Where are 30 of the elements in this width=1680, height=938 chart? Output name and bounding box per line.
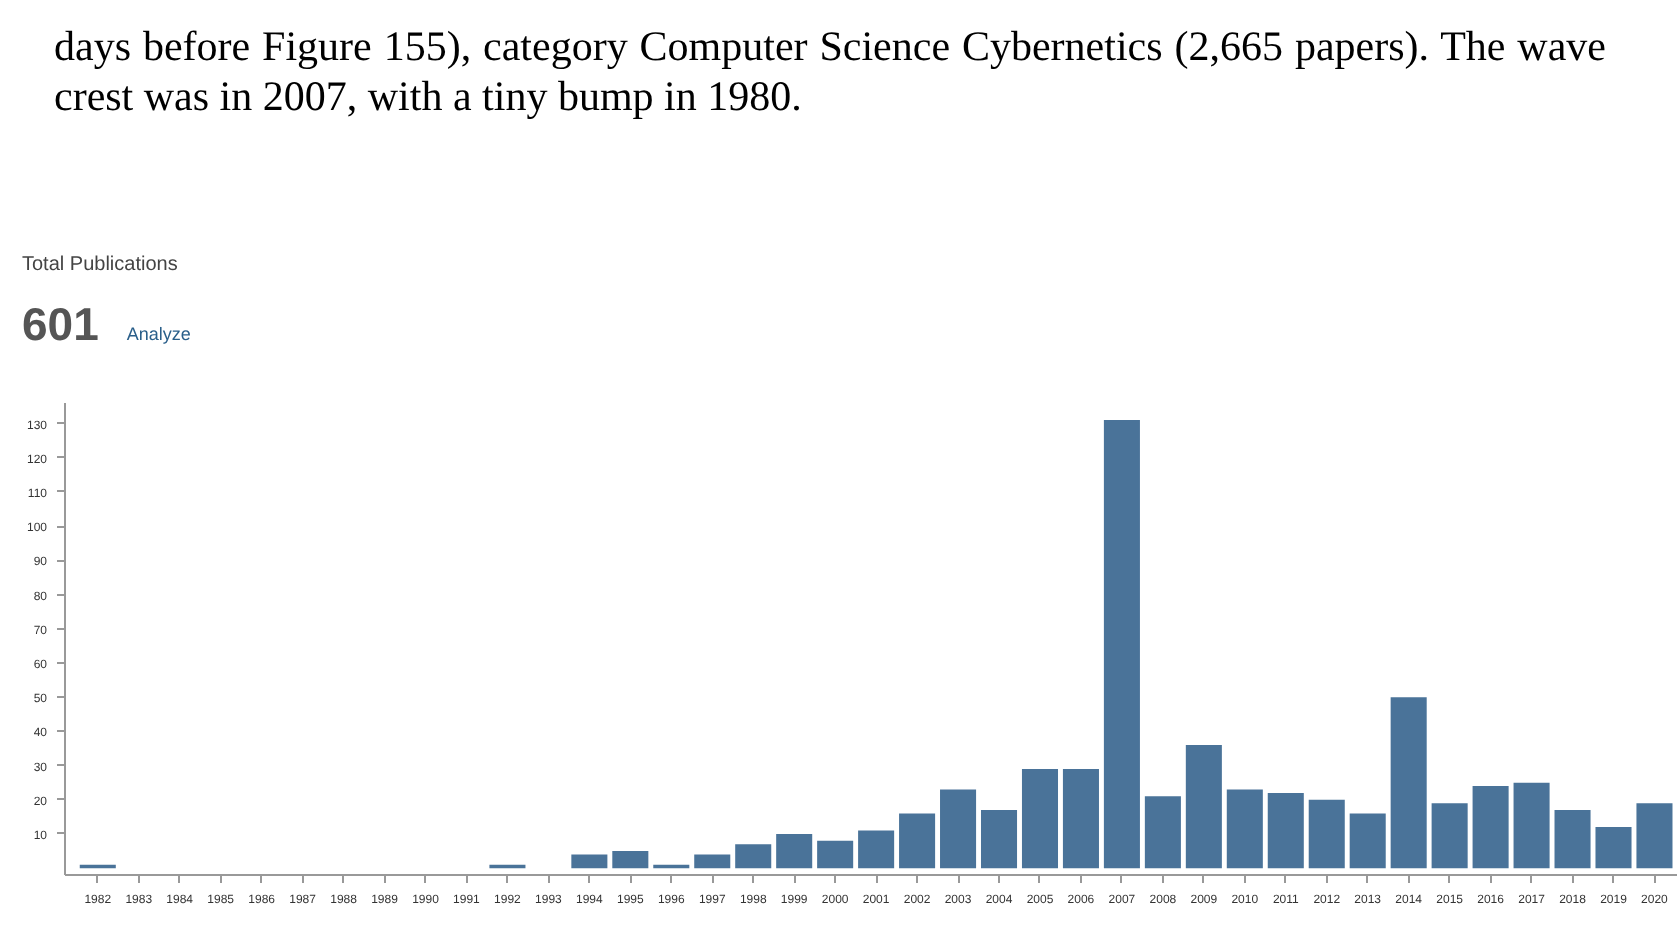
bar <box>1349 813 1386 869</box>
bar <box>1431 803 1468 869</box>
bar <box>940 789 977 869</box>
chart-subtitle: 601 <box>22 298 99 351</box>
bar <box>817 840 854 869</box>
bar <box>735 844 772 869</box>
text: days before Figure 155), category Computer Science Cybernetics (2,665 papers). The wave crest was in 2007, with a tiny bump in 1980. <box>52 20 1608 122</box>
bar <box>776 833 813 869</box>
bar <box>1021 768 1059 869</box>
chart-title: Total Publications <box>22 252 180 280</box>
bar <box>1472 786 1509 869</box>
bar <box>571 854 608 869</box>
bar <box>899 813 936 869</box>
bar <box>1267 792 1304 869</box>
bar <box>694 854 731 869</box>
bar <box>1636 803 1673 869</box>
bar <box>1308 799 1345 869</box>
bar <box>612 851 649 869</box>
bar <box>980 810 1018 869</box>
text: Analyze <box>126 324 191 345</box>
bar <box>1226 789 1263 869</box>
bar <box>1062 768 1099 869</box>
bar <box>858 830 895 869</box>
bar <box>1595 827 1632 869</box>
bar <box>1554 810 1591 869</box>
bar <box>1185 745 1222 869</box>
bar <box>1103 420 1140 869</box>
bar <box>1390 697 1427 869</box>
bar <box>1513 782 1550 869</box>
bar <box>1144 796 1181 869</box>
